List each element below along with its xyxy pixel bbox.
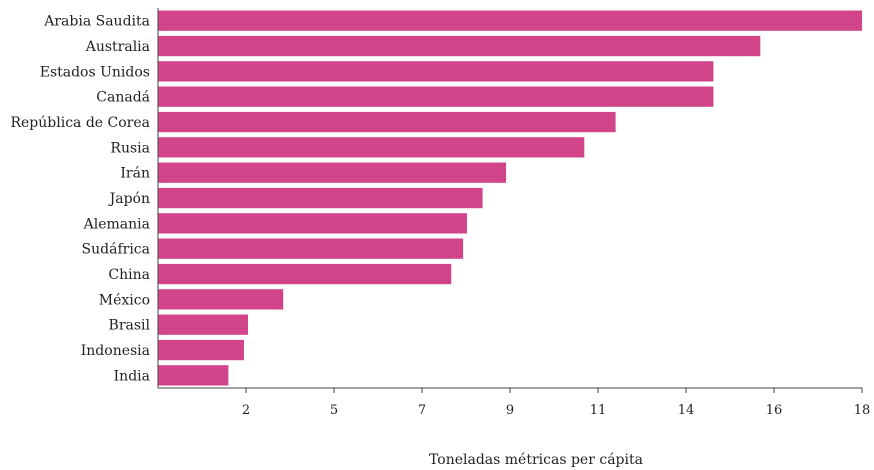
bar-jap-n	[158, 187, 483, 209]
category-label: Japón	[108, 191, 150, 207]
x-tick-label: 2	[242, 403, 250, 418]
category-label: Indonesia	[81, 343, 150, 359]
category-label: República de Corea	[10, 115, 150, 131]
x-tick-label: 11	[590, 403, 607, 418]
bar-indonesia	[158, 339, 244, 361]
bar-ir-n	[158, 162, 507, 183]
x-axis-title: Toneladas métricas per cápita	[429, 452, 643, 468]
category-label: Alemania	[83, 216, 150, 232]
x-axis-ticks: 2 5 7 9 11 14 16 18	[242, 388, 870, 418]
category-label: Australia	[85, 39, 150, 55]
category-label: Rusia	[110, 140, 150, 156]
category-label: México	[99, 292, 150, 308]
bar-alemania	[158, 213, 467, 234]
x-tick-label: 9	[506, 403, 514, 418]
category-label: Sudáfrica	[82, 242, 150, 258]
bars-group	[158, 10, 862, 386]
bar-india	[158, 365, 229, 386]
category-label: Canadá	[96, 90, 150, 106]
category-label: Estados Unidos	[40, 64, 150, 80]
bar-sud-frica	[158, 238, 464, 259]
bar-arabia-saudita	[158, 10, 862, 31]
x-tick-label: 16	[766, 403, 783, 418]
bar-m-xico	[158, 289, 284, 310]
x-tick-label: 14	[678, 403, 695, 418]
category-label: China	[108, 267, 150, 283]
bar-estados-unidos	[158, 61, 714, 82]
bar-canad-	[158, 86, 714, 107]
x-tick-label: 18	[854, 403, 871, 418]
category-labels: Arabia Saudita Australia Estados Unidos Can…	[10, 14, 150, 385]
x-tick-label: 7	[418, 403, 426, 418]
category-label: Arabia Saudita	[43, 14, 150, 30]
bar-rusia	[158, 137, 585, 158]
bar-rep-blica-de-corea	[158, 111, 616, 133]
category-label: India	[114, 368, 150, 384]
bar-china	[158, 263, 452, 285]
bar-brasil	[158, 314, 248, 335]
bar-australia	[158, 35, 761, 57]
category-label: Brasil	[109, 318, 151, 334]
x-tick-label: 5	[330, 403, 338, 418]
category-label: Irán	[120, 166, 150, 182]
